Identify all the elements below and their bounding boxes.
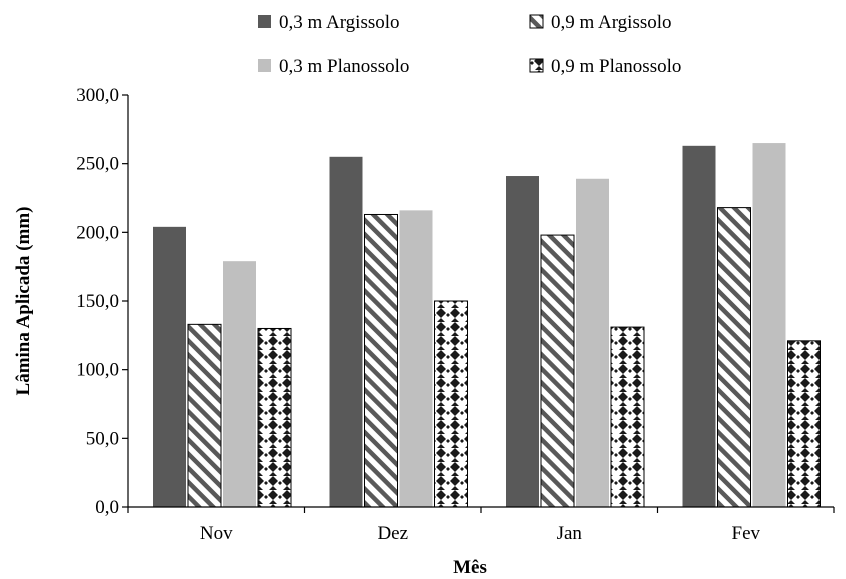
bar-0-9-m-planossolo-dez	[434, 300, 468, 508]
legend-swatch	[258, 59, 271, 72]
legend-swatch	[529, 58, 544, 73]
bar-0-9-m-planossolo-nov	[257, 327, 292, 508]
y-tick-label: 300,0	[76, 85, 119, 106]
bar-0-9-m-planossolo-fev	[787, 340, 821, 508]
y-axis: 0,0 50,0 100,0 150,0 200,0 250,0 300,0	[76, 85, 129, 518]
y-tick-label: 0,0	[95, 497, 119, 518]
legend-label: 0,9 m Argissolo	[551, 12, 672, 33]
bar-0-3-m-argissolo-fev	[682, 145, 716, 507]
bar-0-3-m-planossolo-nov	[223, 261, 256, 507]
legend: 0,3 m Argissolo 0,9 m Argissolo 0,3 m Plan…	[258, 12, 681, 77]
bar-0-3-m-argissolo-jan	[506, 176, 539, 507]
x-axis: Nov Dez Jan Fev	[127, 506, 835, 544]
y-tick-label: 50,0	[86, 428, 119, 449]
bar-0-3-m-planossolo-fev	[752, 143, 786, 508]
y-tick-label: 200,0	[76, 222, 119, 243]
x-tick-label: Dez	[377, 523, 408, 544]
bar-0-9-m-argissolo-dez	[364, 213, 398, 508]
bar-0-9-m-planossolo-jan	[610, 326, 645, 508]
x-tick-label: Jan	[557, 523, 583, 544]
legend-swatch	[529, 14, 544, 29]
y-tick-label: 100,0	[76, 360, 119, 381]
bar-0-3-m-argissolo-dez	[329, 156, 363, 508]
legend-label: 0,3 m Argissolo	[279, 12, 400, 33]
y-tick-label: 150,0	[76, 291, 119, 312]
y-axis-title: Lâmina Aplicada (mm)	[13, 207, 34, 396]
x-tick-label: Fev	[732, 523, 761, 544]
bar-0-9-m-argissolo-fev	[717, 207, 751, 508]
legend-label: 0,9 m Planossolo	[551, 56, 681, 77]
legend-label: 0,3 m Planossolo	[279, 56, 409, 77]
x-axis-title: Mês	[453, 557, 487, 578]
bar-0-3-m-planossolo-jan	[576, 178, 609, 508]
x-tick-label: Nov	[200, 523, 233, 544]
bar-0-9-m-argissolo-jan	[540, 234, 575, 508]
bar-0-3-m-planossolo-dez	[399, 210, 433, 508]
y-tick-label: 250,0	[76, 154, 119, 175]
bar-0-3-m-argissolo-nov	[153, 226, 186, 507]
legend-swatch	[258, 15, 271, 28]
bars	[153, 143, 821, 508]
bar-0-9-m-argissolo-nov	[187, 323, 222, 508]
